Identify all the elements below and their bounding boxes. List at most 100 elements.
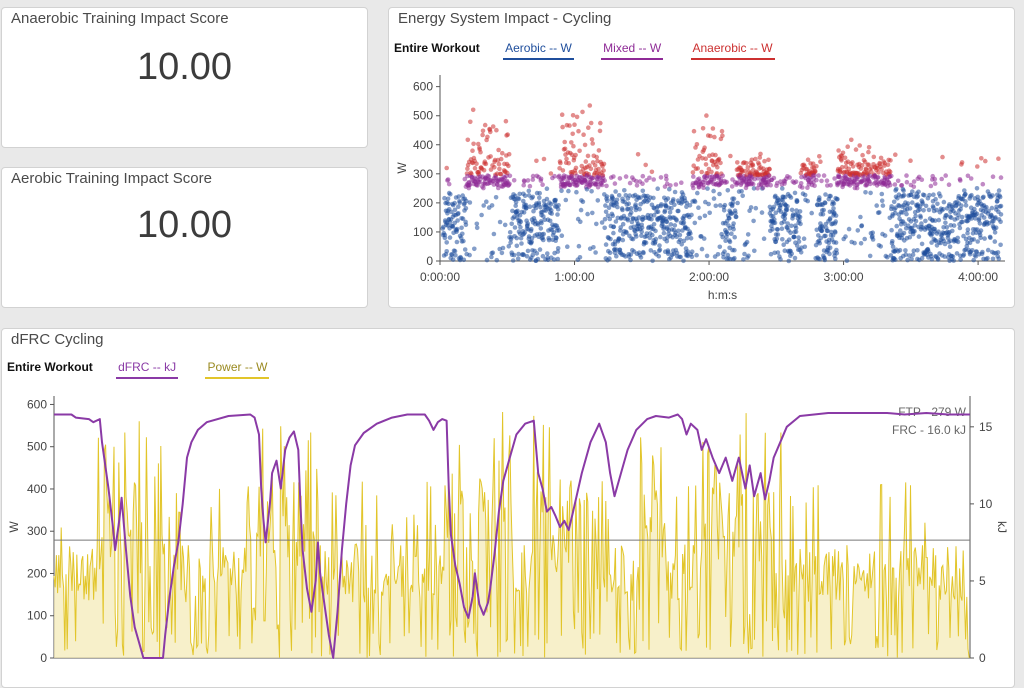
- aerobic-point: [665, 251, 671, 256]
- aerobic-point: [667, 186, 672, 192]
- energy-system-chart[interactable]: 0 100 200 300 400 500 600 0:00:00 1:00:00 2:00:00…: [389, 8, 1014, 307]
- anaerobic-point: [866, 162, 871, 167]
- aerobic-point: [649, 217, 654, 222]
- energy-system-panel: Energy System Impact - Cycling Entire Wo…: [388, 7, 1015, 308]
- aerobic-point: [735, 200, 740, 206]
- aerobic-impact-title: Aerobic Training Impact Score: [11, 170, 212, 187]
- mixed-point: [899, 183, 905, 188]
- mixed-point: [911, 184, 917, 189]
- aerobic-point: [449, 209, 454, 215]
- aerobic-point: [921, 208, 926, 213]
- x-tick-label: 3:00:00: [824, 270, 864, 284]
- aerobic-point: [662, 208, 668, 214]
- mixed-point: [800, 185, 805, 190]
- anaerobic-point: [496, 161, 502, 167]
- anaerobic-point: [589, 137, 595, 142]
- anaerobic-point: [709, 169, 714, 175]
- aerobic-point: [614, 197, 620, 203]
- aerobic-point: [638, 195, 643, 200]
- aerobic-point: [909, 256, 914, 262]
- aerobic-point: [729, 211, 735, 216]
- anaerobic-point: [480, 132, 485, 138]
- mixed-point: [998, 175, 1004, 180]
- mixed-point: [521, 182, 526, 188]
- mixed-point: [627, 180, 633, 186]
- aerobic-point: [578, 219, 583, 225]
- aerobic-point: [643, 240, 649, 245]
- aerobic-point: [961, 252, 967, 257]
- aerobic-point: [935, 257, 941, 262]
- aerobic-point: [681, 220, 687, 225]
- aerobic-point: [970, 248, 975, 253]
- anaerobic-point: [888, 158, 893, 163]
- aerobic-point: [753, 205, 759, 211]
- aerobic-point: [462, 247, 468, 252]
- aerobic-point: [729, 231, 734, 236]
- aerobic-point: [551, 230, 557, 235]
- aerobic-point: [677, 237, 683, 243]
- anaerobic-point: [465, 166, 470, 171]
- aerobic-point: [792, 234, 797, 240]
- anaerobic-point: [497, 166, 502, 172]
- mixed-point: [787, 175, 792, 180]
- aerobic-point: [739, 189, 744, 194]
- aerobic-point: [797, 214, 803, 220]
- aerobic-point: [563, 197, 569, 203]
- dfrc-legend: Entire Workout dFRC -- kJ Power -- W: [7, 360, 293, 379]
- aerobic-point: [910, 200, 915, 205]
- aerobic-point: [780, 237, 785, 242]
- aerobic-point: [667, 210, 673, 215]
- aerobic-point: [481, 203, 486, 208]
- anaerobic-point: [560, 124, 565, 130]
- aerobic-point: [907, 234, 913, 240]
- aerobic-point: [775, 250, 781, 255]
- aerobic-point: [785, 221, 790, 226]
- aerobic-point: [585, 211, 590, 217]
- aerobic-point: [818, 235, 824, 241]
- anaerobic-point: [719, 128, 725, 134]
- mixed-point: [491, 182, 497, 187]
- anaerobic-point: [592, 163, 598, 168]
- aerobic-point: [636, 215, 642, 220]
- aerobic-point: [944, 213, 949, 218]
- aerobic-point: [556, 203, 561, 208]
- aerobic-point: [794, 198, 800, 204]
- aerobic-point: [821, 207, 826, 213]
- mixed-point: [832, 176, 837, 181]
- aerobic-point: [456, 204, 461, 209]
- aerobic-point: [948, 238, 953, 244]
- aerobic-point: [744, 239, 750, 245]
- aerobic-point: [846, 226, 852, 232]
- legend-mixed[interactable]: Mixed -- W: [601, 41, 664, 60]
- aerobic-point: [640, 188, 646, 194]
- anaerobic-point: [500, 150, 505, 156]
- aerobic-point: [657, 247, 663, 252]
- legend-anaerobic[interactable]: Anaerobic -- W: [690, 41, 775, 60]
- y2-tick-label: 15: [979, 420, 993, 434]
- aerobic-point: [919, 241, 925, 247]
- legend-power[interactable]: Power -- W: [205, 360, 270, 379]
- aerobic-point: [789, 207, 795, 213]
- aerobic-point: [680, 192, 686, 197]
- ftp-annotation: FTP - 279 W: [898, 405, 966, 419]
- mixed-point: [647, 175, 652, 181]
- anaerobic-point: [581, 132, 586, 137]
- aerobic-point: [993, 215, 998, 220]
- mixed-point: [691, 185, 696, 191]
- aerobic-point: [444, 240, 449, 245]
- aerobic-point: [456, 211, 461, 216]
- aerobic-point: [910, 252, 916, 257]
- dfrc-chart[interactable]: 0 100 200 300 400 500 600 0 5 10 15 W kJ FTP - 279 W F…: [2, 329, 1014, 687]
- aerobic-point: [731, 226, 736, 232]
- dfrc-scope-label[interactable]: Entire Workout: [7, 360, 93, 374]
- anaerobic-point: [506, 151, 512, 157]
- scope-label[interactable]: Entire Workout: [394, 41, 480, 55]
- anaerobic-point: [708, 133, 713, 139]
- aerobic-point: [786, 258, 792, 264]
- aerobic-point: [516, 251, 521, 257]
- aerobic-point: [781, 242, 786, 247]
- legend-aerobic[interactable]: Aerobic -- W: [503, 41, 574, 60]
- legend-dfrc[interactable]: dFRC -- kJ: [116, 360, 179, 379]
- mixed-point: [623, 174, 629, 179]
- aerobic-point: [965, 230, 970, 236]
